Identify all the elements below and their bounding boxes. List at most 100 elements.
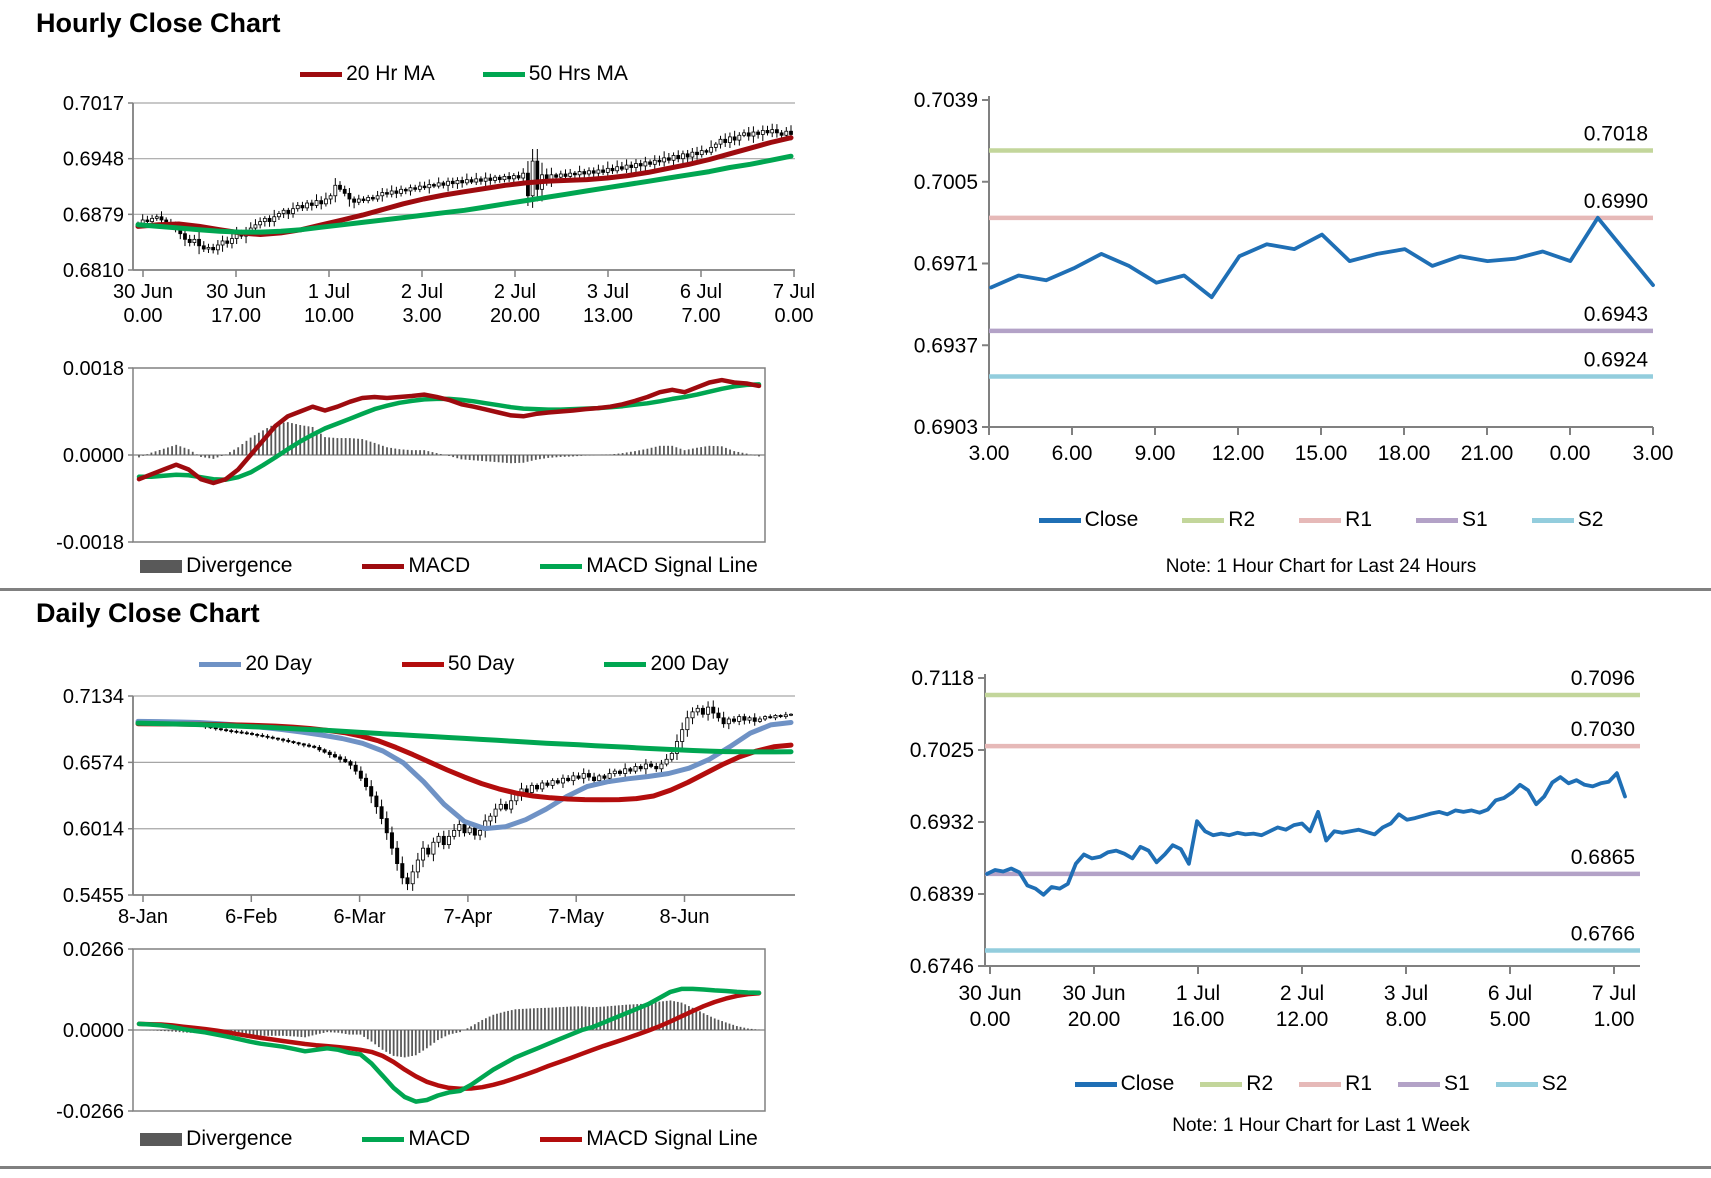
svg-text:7 Jul: 7 Jul (1592, 982, 1636, 1005)
svg-text:0.0266: 0.0266 (63, 939, 124, 961)
daily-macd-chart: 0.0266 0.0000 -0.0266 Divergence MACD MACD… (30, 935, 820, 1167)
svg-text:0.6937: 0.6937 (914, 334, 978, 357)
svg-text:6 Jul: 6 Jul (680, 281, 722, 303)
svg-text:7.00: 7.00 (682, 305, 721, 327)
svg-text:3 Jul: 3 Jul (1384, 982, 1428, 1005)
legend-item-r1: R1 (1299, 1072, 1372, 1096)
svg-text:0.6903: 0.6903 (914, 416, 978, 439)
hourly-section-title: Hourly Close Chart (36, 8, 281, 38)
svg-text:0.6990: 0.6990 (1584, 190, 1648, 213)
bar-swatch-icon (140, 559, 183, 573)
line-swatch-icon (300, 71, 343, 77)
svg-text:0.00: 0.00 (775, 305, 814, 327)
svg-text:0.7134: 0.7134 (63, 686, 124, 708)
daily-pivot-plot: 0.7118 0.7025 0.6932 0.6839 0.6746 30 Jun 0.00… (910, 667, 1640, 1031)
daily-pivot-chart: 0.7118 0.7025 0.6932 0.6839 0.6746 30 Jun 0.00… (880, 640, 1705, 1160)
line-swatch-icon (362, 1136, 405, 1142)
legend-item-macd: MACD (362, 554, 470, 578)
legend-item-r2: R2 (1182, 508, 1255, 532)
line-swatch-icon (401, 661, 444, 667)
svg-text:2 Jul: 2 Jul (494, 281, 536, 303)
daily-price-chart: 20 Day 50 Day 200 Day 0.7134 0.6574 0.6014… (30, 640, 820, 932)
hourly-price-legend: 20 Hr MA 50 Hrs MA (133, 62, 795, 86)
svg-text:0.6879: 0.6879 (63, 204, 124, 226)
svg-text:30 Jun: 30 Jun (1062, 982, 1125, 1005)
line-swatch-icon (1299, 517, 1342, 523)
svg-text:15.00: 15.00 (1295, 442, 1348, 465)
legend-item-s1: S1 (1416, 508, 1488, 532)
svg-text:13.00: 13.00 (583, 305, 633, 327)
svg-text:-0.0266: -0.0266 (56, 1101, 124, 1123)
svg-text:21.00: 21.00 (1461, 442, 1514, 465)
legend-item-r1: R1 (1299, 508, 1372, 532)
svg-text:1.00: 1.00 (1594, 1008, 1635, 1031)
svg-text:20.00: 20.00 (1068, 1008, 1121, 1031)
daily-pivot-legend: Close R2 R1 S1 S2 (975, 1072, 1667, 1096)
svg-text:12.00: 12.00 (1212, 442, 1265, 465)
hourly-pivot-legend: Close R2 R1 S1 S2 (975, 508, 1667, 532)
svg-text:1 Jul: 1 Jul (308, 281, 350, 303)
svg-text:0.5455: 0.5455 (63, 885, 124, 907)
svg-text:7-May: 7-May (548, 906, 604, 928)
line-swatch-icon (604, 661, 647, 667)
svg-text:0.6948: 0.6948 (63, 149, 124, 171)
legend-item-macd: MACD (362, 1127, 470, 1151)
svg-text:0.7118: 0.7118 (911, 667, 974, 690)
legend-item-divergence: Divergence (140, 554, 292, 578)
svg-text:3 Jul: 3 Jul (587, 281, 629, 303)
line-swatch-icon (199, 661, 242, 667)
section-divider (0, 588, 1711, 591)
svg-text:0.7018: 0.7018 (1584, 122, 1648, 145)
svg-text:0.00: 0.00 (1550, 442, 1591, 465)
line-swatch-icon (1074, 1081, 1117, 1087)
bar-swatch-icon (140, 1132, 183, 1146)
daily-section-title: Daily Close Chart (36, 598, 260, 628)
svg-text:30 Jun: 30 Jun (113, 281, 173, 303)
legend-item-50hrs-ma: 50 Hrs MA (482, 62, 628, 86)
svg-text:20.00: 20.00 (490, 305, 540, 327)
legend-item-200day: 200 Day (604, 652, 729, 676)
line-swatch-icon (1182, 517, 1225, 523)
line-swatch-icon (362, 563, 405, 569)
svg-text:0.7005: 0.7005 (914, 171, 978, 194)
legend-item-s2: S2 (1495, 1072, 1567, 1096)
svg-text:0.7025: 0.7025 (910, 739, 974, 762)
svg-text:0.0018: 0.0018 (63, 358, 124, 380)
line-swatch-icon (1200, 1081, 1243, 1087)
svg-text:8-Jun: 8-Jun (659, 906, 709, 928)
line-swatch-icon (1531, 517, 1574, 523)
svg-text:8-Jan: 8-Jan (118, 906, 168, 928)
svg-text:0.00: 0.00 (970, 1008, 1011, 1031)
svg-text:30 Jun: 30 Jun (958, 982, 1021, 1005)
svg-text:0.7096: 0.7096 (1571, 667, 1635, 690)
svg-text:16.00: 16.00 (1172, 1008, 1225, 1031)
svg-text:17.00: 17.00 (211, 305, 261, 327)
legend-item-20day: 20 Day (199, 652, 312, 676)
hourly-price-chart: 20 Hr MA 50 Hrs MA 0.7017 0.6948 0.6879 0.6… (30, 52, 820, 352)
svg-text:0.6943: 0.6943 (1584, 303, 1648, 326)
legend-item-s2: S2 (1531, 508, 1603, 532)
legend-item-50day: 50 Day (401, 652, 514, 676)
legend-item-20hr-ma: 20 Hr MA (300, 62, 435, 86)
svg-text:2 Jul: 2 Jul (401, 281, 443, 303)
svg-text:0.6810: 0.6810 (63, 260, 124, 282)
line-swatch-icon (540, 563, 583, 569)
legend-item-close: Close (1074, 1072, 1174, 1096)
bottom-divider (0, 1166, 1711, 1169)
svg-text:3.00: 3.00 (969, 442, 1010, 465)
svg-text:1 Jul: 1 Jul (1176, 982, 1220, 1005)
svg-text:0.6924: 0.6924 (1584, 349, 1649, 372)
svg-text:10.00: 10.00 (304, 305, 354, 327)
svg-text:9.00: 9.00 (1135, 442, 1176, 465)
legend-item-close: Close (1038, 508, 1138, 532)
svg-text:7 Jul: 7 Jul (773, 281, 815, 303)
line-swatch-icon (1299, 1081, 1342, 1087)
svg-text:3.00: 3.00 (1633, 442, 1674, 465)
svg-text:6-Mar: 6-Mar (333, 906, 386, 928)
svg-text:18.00: 18.00 (1378, 442, 1431, 465)
svg-text:7-Apr: 7-Apr (443, 906, 492, 928)
svg-text:0.6766: 0.6766 (1571, 923, 1635, 946)
svg-text:6-Feb: 6-Feb (225, 906, 277, 928)
